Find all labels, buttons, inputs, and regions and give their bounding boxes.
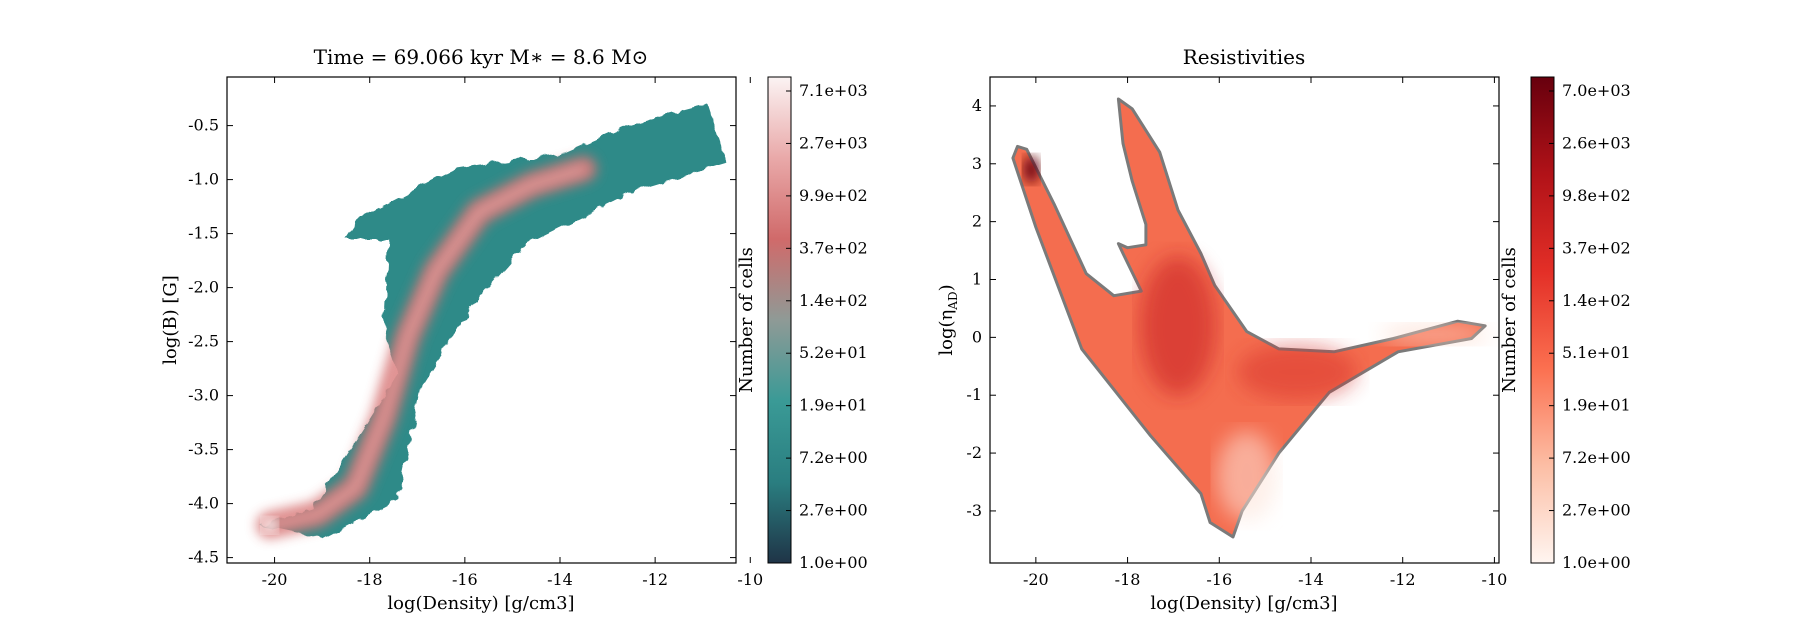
x-tick-label: -12	[1390, 570, 1416, 589]
panel-resistivities: -20 -18 -16 -14 -12 -10 4 3 2 1 0 -1 -2 -3 Resistivi…	[936, 45, 1507, 614]
y-tick-label: -2	[966, 443, 982, 462]
y-axis-label-main: log(η	[936, 310, 957, 356]
y-tick-label: -3.0	[188, 386, 219, 405]
density-peak	[1023, 155, 1040, 184]
y-axis-label: log(ηAD)	[936, 284, 960, 355]
x-tick-label: -14	[1298, 570, 1324, 589]
colorbar-tick-label: 1.9e+01	[799, 396, 868, 415]
y-tick-label: -4.5	[188, 548, 219, 567]
x-axis-label: log(Density) [g/cm3]	[387, 593, 574, 614]
y-tick-label: 0	[972, 327, 982, 346]
y-tick-label: 4	[972, 96, 982, 115]
colorbar-tick-label: 9.9e+02	[799, 186, 868, 205]
density-blob	[1216, 431, 1277, 522]
x-tick-label: -12	[642, 570, 668, 589]
colorbar-tick-label: 7.2e+00	[1562, 448, 1631, 467]
x-tick-label: -14	[547, 570, 573, 589]
colorbar-1: 7.1e+03 2.7e+03 9.9e+02 3.7e+02 1.4e+02 5.2e+…	[736, 76, 868, 572]
x-tick-label: -10	[737, 570, 763, 589]
colorbar-gradient	[1530, 76, 1555, 564]
colorbar-tick-label: 2.6e+03	[1562, 133, 1631, 152]
x-tick-label: -18	[1115, 570, 1141, 589]
heatmap-ridge-core	[267, 166, 587, 528]
x-tick-label: -20	[262, 570, 288, 589]
colorbar-tick-label: 9.8e+02	[1562, 186, 1631, 205]
y-axis-label-sub: AD	[946, 291, 960, 310]
heatmap-hotspot	[261, 517, 278, 534]
colorbar-ticks: 7.0e+03 2.6e+03 9.8e+02 3.7e+02 1.4e+02 5.1e+…	[1549, 81, 1631, 572]
axes-frame	[989, 76, 1500, 564]
colorbar-gradient	[767, 76, 792, 564]
axes-frame	[226, 76, 737, 564]
colorbar-tick-label: 3.7e+02	[1562, 238, 1631, 257]
density-blob	[1140, 255, 1217, 396]
y-ticks: -0.5 -1.0 -1.5 -2.0 -2.5 -3.0 -3.5 -4.0 -4.5	[188, 116, 736, 567]
heatmap-region-base	[260, 104, 727, 539]
colorbar-tick-label: 1.4e+02	[799, 291, 868, 310]
colorbar-tick-label: 1.9e+01	[1562, 396, 1631, 415]
colorbar-label: Number of cells	[736, 247, 757, 393]
density-blob	[1379, 324, 1490, 345]
y-tick-label: -3.5	[188, 440, 219, 459]
x-ticks: -20 -18 -16 -14 -12 -10	[262, 77, 763, 589]
panel-magnetic-field: -20 -18 -16 -14 -12 -10 -0.5-1.0-1.5-2.0-2.5-…	[160, 45, 763, 614]
colorbar-tick-label: 7.1e+03	[799, 81, 868, 100]
colorbar-2: 7.0e+03 2.6e+03 9.8e+02 3.7e+02 1.4e+02 5.1e+…	[1499, 76, 1631, 572]
heatmap-density-blobs	[1023, 155, 1490, 522]
colorbar-tick-label: 2.7e+00	[799, 501, 868, 520]
colorbar-tick-label: 5.1e+01	[1562, 343, 1631, 362]
colorbar-label: Number of cells	[1499, 247, 1520, 393]
y-tick-label: -1.5	[188, 224, 219, 243]
x-axis-label: log(Density) [g/cm3]	[1150, 593, 1337, 614]
x-tick-label: -18	[357, 570, 383, 589]
colorbar-tick-label: 1.0e+00	[1562, 553, 1631, 572]
y-axis-label-close: )	[936, 284, 957, 291]
y-tick-label: -3	[966, 501, 982, 520]
colorbar-tick-label: 7.2e+00	[799, 448, 868, 467]
y-ticks: 4 3 2 1 0 -1 -2 -3	[966, 96, 1499, 520]
x-ticks: -20 -18 -16 -14 -12 -10	[1023, 77, 1507, 589]
y-tick-label: 1	[972, 270, 982, 289]
colorbar-tick-label: 3.7e+02	[799, 238, 868, 257]
colorbar-ticks: 7.1e+03 2.7e+03 9.9e+02 3.7e+02 1.4e+02 5.2e+…	[786, 81, 868, 572]
y-tick-label: -2.5	[188, 332, 219, 351]
x-tick-label: -10	[1482, 570, 1508, 589]
density-blob	[1237, 344, 1358, 401]
x-tick-label: -16	[452, 570, 478, 589]
y-tick-label: -1	[966, 385, 982, 404]
y-tick-label: 3	[972, 154, 982, 173]
colorbar-tick-label: 2.7e+00	[1562, 501, 1631, 520]
y-tick-label: 2	[972, 212, 982, 231]
y-tick-label: -2.0	[188, 278, 219, 297]
y-tick-label: -4.0	[188, 494, 219, 513]
y-tick-label: -1.0	[188, 170, 219, 189]
chart-title: Resistivities	[1183, 45, 1305, 69]
chart-title: Time = 69.066 kyr M∗ = 8.6 M⊙	[314, 45, 649, 69]
y-axis-label: log(B) [G]	[160, 275, 181, 365]
x-tick-label: -16	[1206, 570, 1232, 589]
colorbar-tick-label: 7.0e+03	[1562, 81, 1631, 100]
colorbar-tick-label: 5.2e+01	[799, 343, 868, 362]
colorbar-tick-label: 1.0e+00	[799, 553, 868, 572]
colorbar-tick-label: 1.4e+02	[1562, 291, 1631, 310]
y-tick-label: -0.5	[188, 116, 219, 135]
colorbar-tick-label: 2.7e+03	[799, 133, 868, 152]
x-tick-label: -20	[1023, 570, 1049, 589]
